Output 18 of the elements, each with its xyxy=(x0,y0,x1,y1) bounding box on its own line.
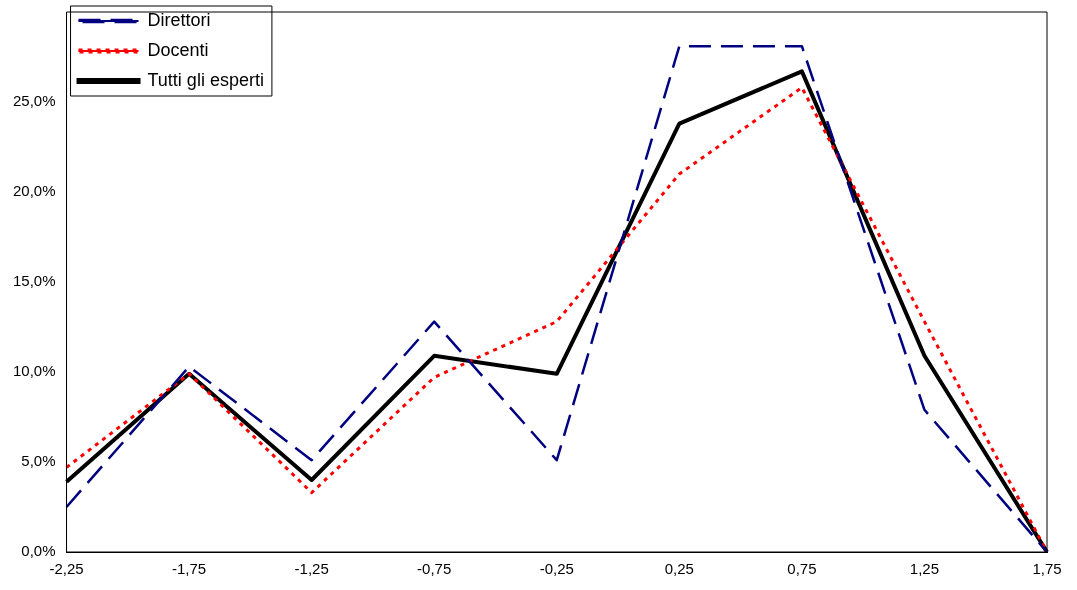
legend-label: Direttori xyxy=(147,9,211,30)
x-tick-label: 1,25 xyxy=(909,560,940,578)
legend-label: Docenti xyxy=(147,39,209,60)
y-tick-label: 10,0% xyxy=(12,362,56,380)
x-tick-label: -1,25 xyxy=(294,560,329,578)
y-tick-label: 15,0% xyxy=(12,272,56,290)
x-tick-label: 0,75 xyxy=(787,560,817,578)
y-tick-label: 5,0% xyxy=(21,452,56,470)
x-tick-label: -0,75 xyxy=(417,560,452,578)
x-tick-label: -1,75 xyxy=(171,560,207,578)
x-tick-label: 0,25 xyxy=(664,560,694,578)
x-tick-label: 1,75 xyxy=(1032,560,1062,578)
x-tick-label: -0,25 xyxy=(539,560,574,578)
x-tick-label: -2,25 xyxy=(49,560,84,578)
y-tick-label: 25,0% xyxy=(12,92,56,110)
y-tick-label: 20,0% xyxy=(12,182,56,200)
y-tick-label: 0,0% xyxy=(21,542,56,560)
legend-label: Tutti gli esperti xyxy=(147,69,264,90)
